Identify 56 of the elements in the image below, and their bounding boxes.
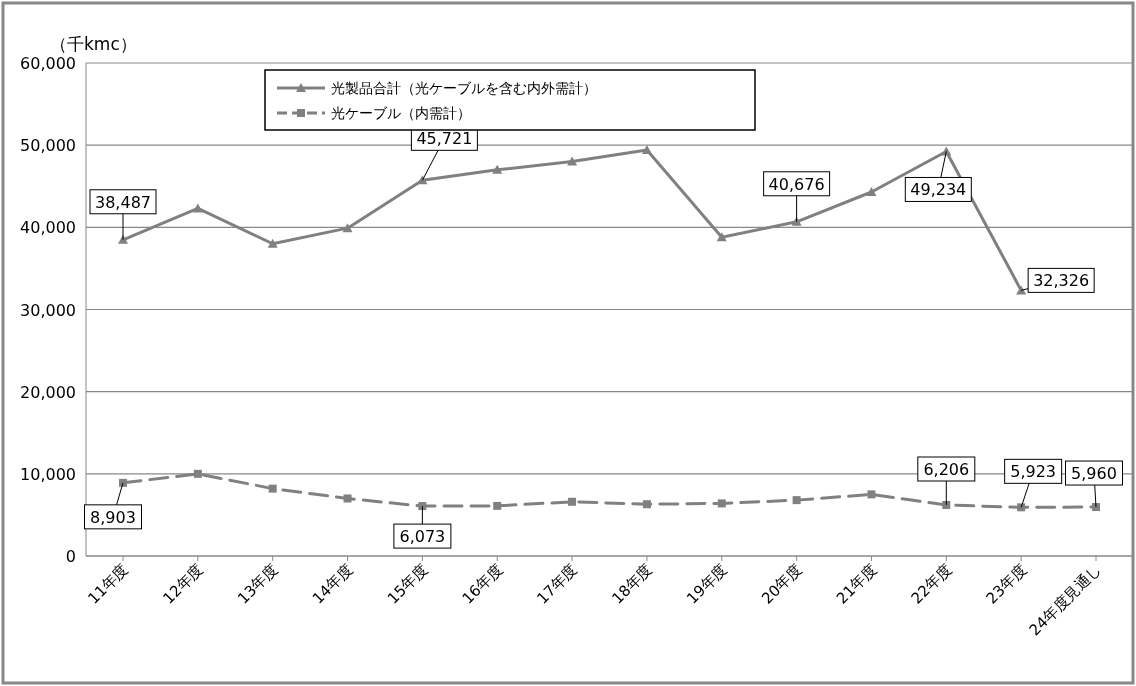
point [716,232,727,242]
y-tick-label: 20,000 [20,382,76,402]
x-tick-label: 19年度 [683,560,731,608]
point [493,501,502,510]
y-tick-label: 0 [65,547,76,566]
legend-label: 光ケーブル（内需計） [331,105,471,121]
data-label: 6,073 [399,527,446,547]
x-tick-label: 21年度 [832,560,881,608]
y-tick-label: 30,000 [20,300,76,320]
data-label: 40,676 [768,174,825,194]
point [418,502,427,511]
point [568,497,577,506]
point [867,490,876,499]
data-label: 5,923 [1010,462,1057,482]
point [792,496,801,505]
point [641,145,652,155]
x-tick-label: 20年度 [758,560,806,608]
data-label: 32,326 [1033,271,1090,291]
x-tick-label: 22年度 [907,560,956,608]
x-tick-label: 18年度 [608,560,656,608]
point [193,469,202,478]
legend-label: 光製品合計（光ケーブルを含む内外需計） [331,80,597,96]
data-label: 45,721 [416,129,473,149]
y-tick-label: 40,000 [20,218,76,238]
data-label: 6,206 [923,460,970,480]
x-tick-label: 23年度 [982,560,1030,608]
x-tick-label: 11年度 [84,560,132,608]
x-tick-label: 16年度 [458,560,507,608]
y-axis-title: （千kmc） [50,34,137,54]
data-label: 5,960 [1071,464,1117,484]
point [567,156,578,166]
point [1017,503,1026,512]
x-tick-label: 15年度 [383,560,432,608]
point [942,501,951,510]
point [717,499,726,508]
point [268,484,277,493]
point [343,494,352,503]
point [267,238,278,248]
x-tick-label: 13年度 [234,560,282,608]
y-tick-label: 50,000 [20,136,76,156]
data-label: 38,487 [95,192,151,212]
data-label: 49,234 [910,180,967,200]
data-label: 8,903 [90,507,136,527]
point [342,223,353,233]
x-tick-label: 12年度 [159,560,207,608]
point [192,203,203,213]
x-tick-label: 17年度 [533,560,581,608]
y-tick-label: 60,000 [20,54,76,73]
point [1092,503,1100,512]
point [492,164,503,174]
point [791,216,802,226]
point [119,478,127,487]
point [866,187,877,196]
y-tick-label: 10,000 [20,464,76,484]
x-tick-label: 14年度 [308,560,357,608]
point [642,500,651,509]
